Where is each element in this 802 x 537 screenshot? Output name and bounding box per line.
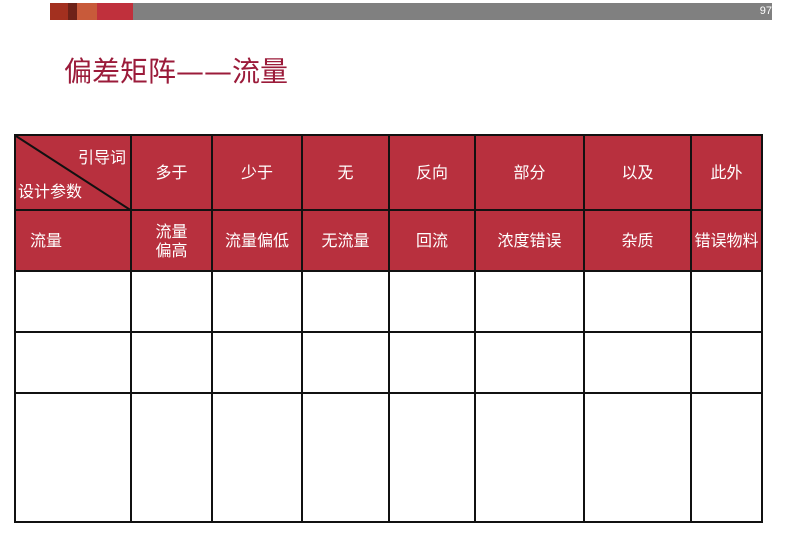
empty-cell xyxy=(14,331,132,394)
empty-cell xyxy=(301,270,390,333)
empty-cell xyxy=(474,270,585,333)
accent-bar-3 xyxy=(77,3,97,20)
empty-cell xyxy=(474,331,585,394)
parameter-cell: 流量 xyxy=(14,209,132,272)
empty-cell xyxy=(690,392,763,523)
guide-word-cell: 以及 xyxy=(583,134,692,211)
header-bar xyxy=(133,3,772,20)
guide-word-cell: 反向 xyxy=(388,134,476,211)
corner-cell: 引导词 设计参数 xyxy=(14,134,132,211)
empty-cell xyxy=(583,392,692,523)
empty-cell xyxy=(14,270,132,333)
page-number: 97 xyxy=(759,5,772,17)
guide-word-cell: 无 xyxy=(301,134,390,211)
empty-row xyxy=(14,331,763,394)
empty-cell xyxy=(583,270,692,333)
empty-cell xyxy=(130,392,213,523)
deviation-matrix: 引导词 设计参数 多于 少于 无 反向 部分 以及 此外 流量 流量偏高 流量偏… xyxy=(14,134,763,523)
guide-word-cell: 多于 xyxy=(130,134,213,211)
guide-word-cell: 少于 xyxy=(211,134,303,211)
empty-cell xyxy=(130,270,213,333)
guide-word-row: 引导词 设计参数 多于 少于 无 反向 部分 以及 此外 xyxy=(14,134,763,211)
deviation-cell: 无流量 xyxy=(301,209,390,272)
empty-cell xyxy=(690,270,763,333)
deviation-cell: 杂质 xyxy=(583,209,692,272)
empty-cell xyxy=(474,392,585,523)
empty-cell xyxy=(301,392,390,523)
corner-guide-word-label: 引导词 xyxy=(77,148,126,167)
deviation-cell: 流量偏低 xyxy=(211,209,303,272)
diagonal-line xyxy=(16,136,132,211)
accent-bar-2 xyxy=(68,3,77,20)
deviation-cell: 错误物料 xyxy=(690,209,763,272)
accent-bar-1 xyxy=(50,3,68,20)
empty-cell xyxy=(388,392,476,523)
empty-cell xyxy=(583,331,692,394)
empty-row xyxy=(14,270,763,333)
deviation-cell: 流量偏高 xyxy=(130,209,213,272)
accent-bar-4 xyxy=(97,3,133,20)
empty-cell xyxy=(301,331,390,394)
empty-row xyxy=(14,392,763,523)
empty-cell xyxy=(211,270,303,333)
slide-title: 偏差矩阵——流量 xyxy=(64,55,289,88)
deviation-cell: 回流 xyxy=(388,209,476,272)
empty-cell xyxy=(14,392,132,523)
empty-cell xyxy=(388,270,476,333)
empty-cell xyxy=(388,331,476,394)
deviation-cell: 浓度错误 xyxy=(474,209,585,272)
guide-word-cell: 此外 xyxy=(690,134,763,211)
deviation-row: 流量 流量偏高 流量偏低 无流量 回流 浓度错误 杂质 错误物料 xyxy=(14,209,763,272)
empty-cell xyxy=(211,392,303,523)
guide-word-cell: 部分 xyxy=(474,134,585,211)
empty-cell xyxy=(211,331,303,394)
empty-cell xyxy=(130,331,213,394)
corner-parameter-label: 设计参数 xyxy=(18,182,83,201)
empty-cell xyxy=(690,331,763,394)
